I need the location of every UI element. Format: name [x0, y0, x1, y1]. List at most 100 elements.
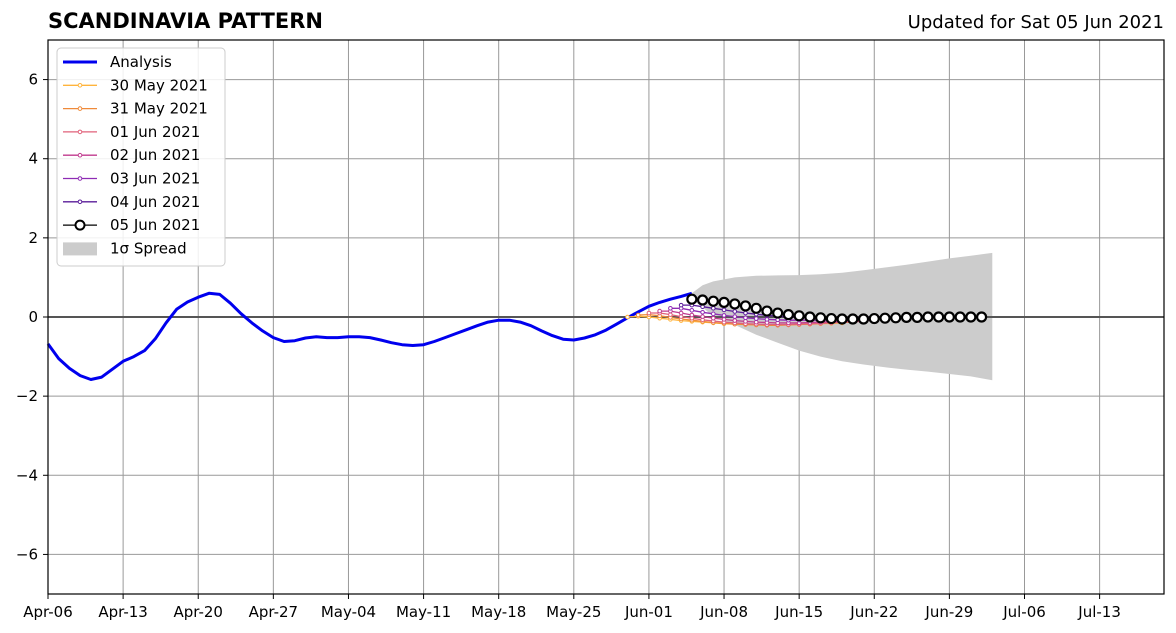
- x-tick-label: May-11: [396, 603, 451, 621]
- forecast-point: [689, 307, 695, 313]
- legend-marker: [74, 219, 86, 231]
- x-tick-label: Jul-06: [1002, 603, 1046, 621]
- x-tick-label: Jun-08: [699, 603, 748, 621]
- forecast-point: [753, 319, 759, 325]
- legend-label: 1σ Spread: [110, 239, 187, 257]
- legend-label: 01 Jun 2021: [110, 123, 200, 141]
- forecast-point: [707, 295, 719, 307]
- forecast-point: [678, 314, 684, 319]
- y-tick-label: −2: [16, 387, 38, 405]
- y-tick-label: 6: [28, 71, 38, 89]
- forecast-point: [668, 312, 673, 317]
- axis-layer: Apr-06 Apr-13 Apr-20 Apr-27 May-04 May-11 May-…: [16, 71, 1121, 621]
- legend-marker: [77, 129, 83, 135]
- forecast-point: [847, 313, 859, 325]
- forecast-point: [721, 307, 727, 313]
- legend-marker: [77, 199, 83, 205]
- legend-label: 05 Jun 2021: [110, 216, 200, 234]
- forecast-point: [943, 311, 955, 323]
- forecast-point: [804, 311, 816, 323]
- forecast-point: [732, 318, 738, 323]
- y-tick-label: −4: [16, 466, 38, 484]
- legend-label: 03 Jun 2021: [110, 170, 200, 188]
- x-tick-label: May-04: [321, 603, 376, 621]
- forecast-point: [668, 305, 673, 311]
- forecast-point: [815, 312, 827, 324]
- forecast-point: [836, 313, 848, 325]
- forecast-point: [700, 314, 705, 319]
- forecast-point: [868, 312, 880, 325]
- forecast-point: [700, 309, 705, 315]
- forecast-point: [922, 311, 934, 323]
- forecast-point: [711, 311, 716, 317]
- forecast-point: [743, 310, 748, 316]
- forecast-point: [646, 310, 652, 316]
- forecast-point: [890, 312, 902, 324]
- x-tick-label: Jun-15: [774, 603, 823, 621]
- forecast-point: [750, 302, 762, 314]
- forecast-point: [696, 294, 709, 306]
- forecast-point: [721, 317, 727, 322]
- forecast-point: [718, 296, 730, 308]
- forecast-point: [732, 314, 738, 319]
- forecast-point: [729, 298, 741, 310]
- x-tick-label: Apr-13: [98, 603, 148, 621]
- forecast-point: [825, 312, 837, 325]
- forecast-point: [933, 311, 945, 323]
- legend: Analysis 30 May 2021 31 May 2021 01 Jun 202…: [56, 47, 226, 267]
- forecast-point: [743, 315, 748, 321]
- legend-marker: [77, 176, 83, 181]
- forecast-point: [975, 311, 988, 323]
- forecast-point: [739, 300, 752, 312]
- legend-label: Analysis: [110, 53, 172, 71]
- forecast-point: [635, 312, 641, 318]
- chart-title: SCANDINAVIA PATTERN: [48, 9, 323, 33]
- legend-label: 04 Jun 2021: [110, 193, 200, 211]
- forecast-point: [954, 311, 966, 323]
- x-tick-label: Jun-29: [924, 603, 973, 621]
- x-tick-label: Apr-06: [23, 603, 73, 621]
- y-tick-label: −6: [16, 545, 38, 563]
- x-tick-label: Jul-13: [1077, 603, 1121, 621]
- forecast-point: [678, 302, 684, 308]
- legend-label: 02 Jun 2021: [110, 146, 200, 164]
- y-tick-label: 0: [28, 308, 38, 326]
- forecast-point: [753, 316, 759, 321]
- forecast-point: [793, 310, 805, 322]
- forecast-point: [965, 311, 977, 323]
- forecast-point: [686, 293, 698, 305]
- x-tick-label: Apr-27: [249, 603, 299, 621]
- legend-marker: [77, 152, 83, 158]
- legend-label: 30 May 2021: [110, 76, 208, 94]
- forecast-point: [911, 311, 923, 323]
- forecast-point: [721, 313, 727, 318]
- forecast-point: [772, 307, 784, 319]
- forecast-point: [711, 305, 716, 311]
- legend-box: [56, 47, 226, 267]
- forecast-point: [732, 309, 738, 314]
- updated-label: Updated for Sat 05 Jun 2021: [907, 12, 1164, 33]
- forecast-point: [657, 308, 662, 314]
- legend-swatch-spread: [63, 242, 97, 256]
- legend-label: 31 May 2021: [110, 100, 208, 118]
- forecast-point: [900, 311, 913, 323]
- forecast-point: [625, 314, 630, 320]
- y-tick-label: 4: [28, 150, 38, 168]
- forecast-point: [711, 315, 716, 321]
- legend-marker: [77, 106, 83, 111]
- x-tick-label: May-25: [546, 603, 601, 621]
- y-tick-label: 2: [28, 229, 38, 247]
- forecast-point: [879, 312, 891, 324]
- x-tick-label: Jun-01: [624, 603, 673, 621]
- analysis-line: [46, 291, 693, 381]
- legend-marker: [77, 83, 83, 88]
- x-tick-label: May-18: [471, 603, 526, 621]
- forecast-point: [678, 310, 684, 316]
- series-layer: [46, 291, 988, 381]
- forecast-point: [689, 312, 695, 318]
- forecast-point: [782, 309, 795, 321]
- forecast-point: [743, 319, 748, 324]
- x-tick-label: Jun-22: [849, 603, 898, 621]
- x-tick-label: Apr-20: [173, 603, 223, 621]
